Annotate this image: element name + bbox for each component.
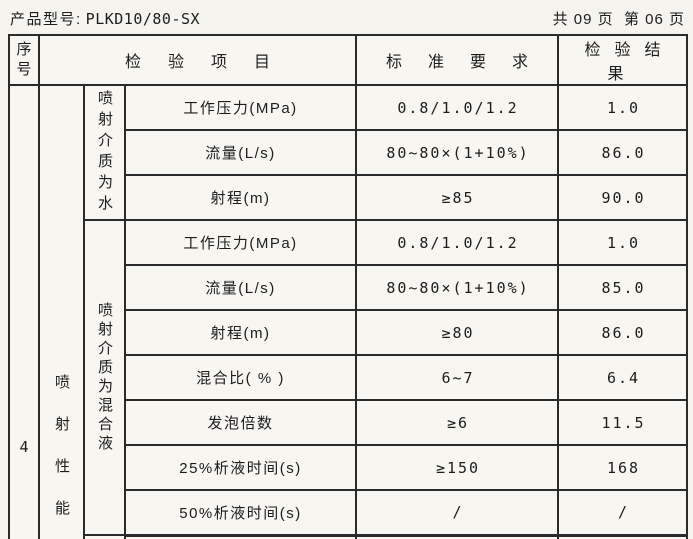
item-cell: 混合比( % )	[123, 354, 358, 401]
table-row-clipped	[9, 534, 689, 539]
product-model-value: PLKD10/80-SX	[85, 10, 201, 28]
result-cell: 86.0	[557, 129, 689, 176]
col-header-result: 检验结果	[557, 34, 689, 86]
medium-cell-mixture: 喷射介质为混合液	[83, 219, 126, 536]
result-cell: 85.0	[557, 264, 689, 311]
result-cell: /	[557, 489, 689, 537]
group-label: 喷射性能	[53, 374, 70, 539]
standard-cell: 80~80×(1+10%)	[355, 264, 560, 311]
item-cell: 50%析液时间(s)	[123, 489, 358, 537]
medium-cell-next	[83, 534, 126, 539]
item-cell: 射程(m)	[123, 309, 358, 356]
item-cell: 射程(m)	[123, 174, 358, 221]
item-cell: 工作压力(MPa)	[123, 219, 358, 266]
page-indicator: 共 09 页 第 06 页	[552, 11, 685, 28]
standard-cell: ≥150	[355, 444, 560, 491]
product-model-line: 产品型号: PLKD10/80-SX	[10, 8, 200, 29]
standard-cell: ≥80	[355, 309, 560, 356]
page-header: 产品型号: PLKD10/80-SX 共 09 页 第 06 页	[0, 0, 693, 34]
standard-cell: 0.8/1.0/1.2	[355, 84, 560, 131]
table-row: 50%析液时间(s) / /	[9, 489, 689, 537]
standard-cell: 6~7	[355, 354, 560, 401]
item-cell: 流量(L/s)	[123, 264, 358, 311]
standard-cell: 0.8/1.0/1.2	[355, 219, 560, 266]
result-cell	[557, 534, 689, 539]
table-row: 流量(L/s) 80~80×(1+10%) 86.0	[9, 129, 689, 176]
standard-cell: ≥6	[355, 399, 560, 446]
col-header-seq: 序号	[8, 34, 40, 86]
table-row: 射程(m) ≥85 90.0	[9, 174, 689, 221]
result-cell: 6.4	[557, 354, 689, 401]
item-cell: 25%析液时间(s)	[123, 444, 358, 491]
item-cell	[123, 534, 358, 539]
group-cell-spray-performance: 喷射性能	[38, 84, 85, 539]
table-header-row: 序号 检验项目 标准要求 检验结果	[8, 34, 689, 86]
standard-cell: /	[355, 489, 560, 537]
seq-number: 4	[19, 438, 29, 456]
medium-cell-water: 喷射介质为水	[83, 84, 126, 221]
standard-cell: 80~80×(1+10%)	[355, 129, 560, 176]
inspection-table: 序号 检验项目 标准要求 检验结果 4 喷射性能 喷射介质为水 工作压力(MPa…	[8, 34, 689, 539]
result-cell: 86.0	[557, 309, 689, 356]
standard-cell	[355, 534, 560, 539]
table-row: 发泡倍数 ≥6 11.5	[9, 399, 689, 446]
table-row: 流量(L/s) 80~80×(1+10%) 85.0	[9, 264, 689, 311]
col-header-standard: 标准要求	[355, 34, 560, 86]
table-row: 射程(m) ≥80 86.0	[9, 309, 689, 356]
result-cell: 168	[557, 444, 689, 491]
col-header-item: 检验项目	[37, 34, 358, 86]
result-cell: 90.0	[557, 174, 689, 221]
medium-label-mixture: 喷射介质为混合液	[96, 301, 113, 454]
table-row: 4 喷射性能 喷射介质为水 工作压力(MPa) 0.8/1.0/1.2 1.0	[8, 84, 689, 539]
seq-cell: 4	[8, 84, 40, 539]
result-cell: 1.0	[557, 84, 689, 131]
item-cell: 发泡倍数	[123, 399, 358, 446]
table-row: 25%析液时间(s) ≥150 168	[9, 444, 689, 491]
result-cell: 11.5	[557, 399, 689, 446]
table-row: 混合比( % ) 6~7 6.4	[9, 354, 689, 401]
item-cell: 流量(L/s)	[123, 129, 358, 176]
standard-cell: ≥85	[355, 174, 560, 221]
product-model-label: 产品型号:	[10, 11, 82, 28]
result-cell: 1.0	[557, 219, 689, 266]
item-cell: 工作压力(MPa)	[123, 84, 358, 131]
medium-label-water: 喷射介质为水	[96, 89, 113, 216]
table-row: 喷射介质为混合液 工作压力(MPa) 0.8/1.0/1.2 1.0	[9, 219, 689, 536]
